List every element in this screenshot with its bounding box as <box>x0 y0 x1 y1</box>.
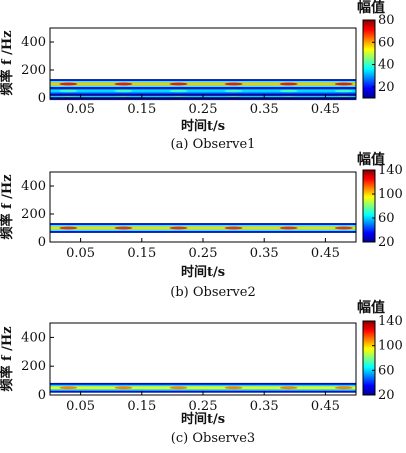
band-peak <box>169 82 188 86</box>
y-tick-label: 200 <box>21 63 46 78</box>
band-peak <box>224 386 243 390</box>
colorbar-tick-label: 100 <box>378 187 403 202</box>
panel-caption: (b) Observe2 <box>170 285 255 300</box>
colorbar: 幅值 20 40 60 80 <box>357 0 395 99</box>
y-axis-label: 频率 f /Hz <box>0 326 15 391</box>
colorbar-tick-label: 20 <box>378 80 395 95</box>
colorbar-tick-label: 60 <box>378 35 395 50</box>
band-peak <box>279 386 298 390</box>
x-tick-label: 0.15 <box>127 102 156 117</box>
y-axis-label: 频率 f /Hz <box>0 174 15 239</box>
band-peak <box>279 82 298 86</box>
x-tick-label: 0.15 <box>127 399 156 414</box>
chart-panel-1: 0.05 0.15 0.25 0.35 0.45 0 200 400 时间t/s 频率 f /Hz… <box>0 0 395 152</box>
y-tick-label: 200 <box>21 359 46 374</box>
band-peak <box>169 226 188 230</box>
band-peak <box>334 82 353 86</box>
x-axis-label: 时间t/s <box>181 264 225 280</box>
chart-panel-2: 0.05 0.15 0.25 0.35 0.45 0 200 400 时间t/s 频率 f /Hz… <box>0 151 403 300</box>
colorbar: 幅值 20 60 100 140 <box>357 299 403 403</box>
x-tick-label: 0.45 <box>311 246 340 261</box>
band-core <box>50 89 356 93</box>
band-peak <box>224 226 243 230</box>
colorbar-tick-label: 60 <box>378 363 395 378</box>
colorbar-title: 幅值 <box>357 151 385 168</box>
colorbar-tick-label: 140 <box>378 163 403 178</box>
band-peak <box>114 226 133 230</box>
colorbar-tick-label: 20 <box>378 235 395 250</box>
x-tick-label: 0.05 <box>66 102 95 117</box>
band-peak <box>59 89 78 93</box>
spectral-band-1 <box>49 382 357 393</box>
spectral-band-3 <box>49 79 357 89</box>
y-tick-label: 400 <box>21 35 46 50</box>
band-peak <box>169 386 188 390</box>
x-tick-label: 0.35 <box>250 399 279 414</box>
x-tick-label: 0.25 <box>189 246 218 261</box>
x-tick-label: 0.35 <box>250 246 279 261</box>
panel-caption: (a) Observe1 <box>171 137 256 152</box>
band-peak <box>334 386 353 390</box>
band-core <box>50 386 356 390</box>
panel-caption: (c) Observe3 <box>171 431 255 446</box>
colorbar-gradient <box>362 320 376 396</box>
chart-panel-3: 0.05 0.15 0.25 0.35 0.45 0 200 400 时间t/s 频率 f /Hz… <box>0 299 403 446</box>
y-tick-label: 200 <box>21 207 46 222</box>
colorbar-title: 幅值 <box>357 0 385 16</box>
band-peak <box>59 82 78 86</box>
colorbar: 幅值 20 60 100 140 <box>357 151 403 250</box>
y-axis-label: 频率 f /Hz <box>0 30 15 95</box>
band-peak <box>114 82 133 86</box>
band-peak <box>334 89 353 93</box>
colorbar-gradient <box>362 169 376 243</box>
x-axis-label: 时间t/s <box>181 118 225 134</box>
band-peak <box>334 226 353 230</box>
colorbar-gradient <box>362 19 376 99</box>
y-tick-label: 400 <box>21 330 46 345</box>
x-axis-label: 时间t/s <box>181 411 225 427</box>
x-tick-label: 0.45 <box>311 399 340 414</box>
x-tick-label: 0.25 <box>189 102 218 117</box>
y-tick-label: 0 <box>38 91 46 106</box>
band-peak <box>114 89 133 93</box>
x-tick-label: 0.45 <box>311 102 340 117</box>
band-peak <box>169 89 188 93</box>
band-peak <box>224 82 243 86</box>
x-tick-label: 0.05 <box>66 246 95 261</box>
band-core <box>50 226 356 230</box>
y-tick-label: 400 <box>21 179 46 194</box>
band-peak <box>279 89 298 93</box>
y-tick-label: 0 <box>38 235 46 250</box>
band-core <box>50 82 356 86</box>
x-tick-label: 0.25 <box>189 399 218 414</box>
x-tick-label: 0.35 <box>250 102 279 117</box>
y-tick-label: 0 <box>38 388 46 403</box>
colorbar-tick-label: 60 <box>378 211 395 226</box>
colorbar-tick-label: 40 <box>378 58 395 73</box>
spectral-band-1 <box>49 223 357 233</box>
colorbar-tick-label: 140 <box>378 314 403 329</box>
band-peak <box>224 89 243 93</box>
band-peak <box>114 386 133 390</box>
band-peak <box>279 226 298 230</box>
colorbar-tick-label: 100 <box>378 339 403 354</box>
band-peak <box>59 386 78 390</box>
colorbar-tick-label: 80 <box>378 13 395 28</box>
colorbar-tick-label: 20 <box>378 388 395 403</box>
band-peak <box>59 226 78 230</box>
colorbar-title: 幅值 <box>357 299 385 316</box>
x-tick-label: 0.15 <box>127 246 156 261</box>
x-tick-label: 0.05 <box>66 399 95 414</box>
